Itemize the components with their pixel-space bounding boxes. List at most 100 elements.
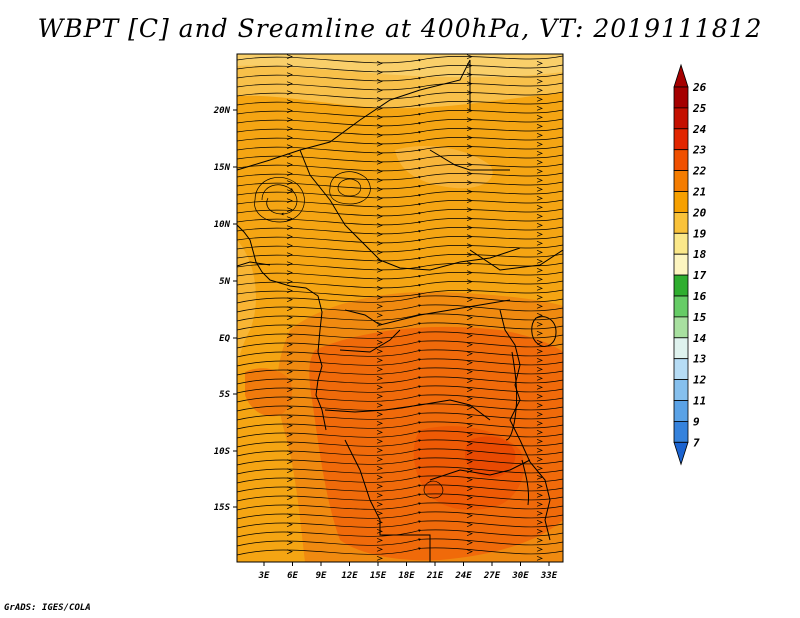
streamline: [237, 331, 563, 340]
lon-label: 15E: [370, 571, 387, 581]
streamline-arrow: [286, 486, 293, 491]
streamline-arrow: [536, 115, 543, 120]
streamline-arrow: [536, 358, 543, 363]
streamline-arrow: [536, 268, 543, 273]
streamline: [237, 421, 563, 430]
streamline-arrow: [376, 151, 383, 156]
streamline-arrow: [536, 142, 543, 147]
colorbar-label: 22: [692, 165, 707, 178]
streamline-arrow: [286, 504, 293, 509]
streamline: [237, 547, 563, 556]
streamline-arrow: [286, 72, 293, 77]
streamline-arrow: [376, 538, 383, 543]
colorbar: 26 25 24 23 22 21 20 19 18 17 16 15 14 13 12 11 9 7: [673, 63, 707, 466]
streamline-arrow: [536, 160, 543, 165]
streamline-arrow: [466, 189, 473, 194]
streamline-arrow: [376, 448, 383, 453]
colorbar-segment: [673, 295, 689, 318]
streamline-arrow: [466, 162, 473, 167]
longitude-axis: 3E 6E 9E 12E 15E 18E 21E 24E 27E 30E 33E: [258, 562, 558, 581]
colorbar-label: 20: [692, 206, 707, 219]
streamline: [237, 448, 563, 457]
streamline-arrow: [536, 556, 543, 561]
border-1: [237, 59, 471, 171]
streamline-arrow: [376, 142, 383, 147]
streamline-arrow: [286, 171, 293, 176]
country-borders: [237, 59, 563, 562]
streamline-arrow: [286, 324, 293, 329]
colorbar-segment: [673, 170, 689, 192]
lake-malawi: [521, 459, 529, 506]
streamline-arrow: [536, 232, 543, 237]
colorbar-label: 15: [693, 311, 707, 324]
streamline-arrow: [376, 214, 383, 219]
streamline-arrow: [376, 412, 383, 417]
streamline-arrow: [466, 279, 473, 284]
streamline-arrow: [536, 250, 543, 255]
streamline-arrow: [286, 180, 293, 185]
streamline: [237, 376, 563, 385]
colorbar-label: 24: [692, 123, 707, 136]
streamline-arrow: [536, 169, 543, 174]
lon-label: 27E: [483, 571, 501, 581]
streamline-arrow: [536, 430, 543, 435]
streamline-arrow: [536, 223, 543, 228]
streamline: [237, 493, 563, 502]
streamline: [237, 172, 563, 181]
streamline-arrow: [376, 277, 383, 282]
streamline-arrow: [536, 484, 543, 489]
streamline-arrow: [536, 277, 543, 282]
streamline-arrow: [286, 126, 293, 131]
streamline-arrow: [536, 151, 543, 156]
streamline-arrow: [466, 54, 473, 59]
streamline-arrow: [536, 259, 543, 264]
streamline-arrow: [466, 270, 473, 275]
streamline-arrow: [286, 252, 293, 257]
band-24-east: [465, 436, 516, 478]
streamline-arrow: [376, 97, 383, 102]
streamline-arrow: [376, 421, 383, 426]
streamline-arrow: [466, 378, 473, 383]
streamline-arrow: [376, 331, 383, 336]
streamline-arrow: [466, 522, 473, 527]
streamline: [237, 529, 563, 538]
streamline-arrow: [466, 153, 473, 158]
streamline-arrow: [466, 135, 473, 140]
streamline-arrow: [286, 540, 293, 545]
streamline-arrow: [286, 108, 293, 113]
streamline: [237, 262, 563, 271]
streamline-arrow: [536, 385, 543, 390]
streamline-arrow: [466, 531, 473, 536]
streamline: [237, 322, 563, 331]
streamline-arrow: [536, 412, 543, 417]
lake-tanganyika: [505, 351, 518, 441]
streamline-arrow: [466, 513, 473, 518]
streamline-vortex-north-2: [329, 171, 371, 205]
streamline: [237, 385, 563, 394]
streamline: [237, 430, 563, 439]
streamline-arrow: [286, 117, 293, 122]
lon-label: 18E: [398, 571, 415, 581]
streamline-arrow: [286, 342, 293, 347]
streamline-arrow: [466, 477, 473, 482]
streamline-arrow: [536, 538, 543, 543]
colorbar-segment: [673, 107, 689, 130]
streamline-arrow: [466, 207, 473, 212]
streamline-arrow: [376, 268, 383, 273]
streamline-arrow: [286, 288, 293, 293]
streamline-arrow: [376, 187, 383, 192]
streamline-arrow: [466, 180, 473, 185]
lat-label: EQ: [219, 334, 230, 344]
streamline-arrow: [536, 286, 543, 291]
streamline: [237, 313, 563, 322]
streamline-vortex-west-2: [254, 176, 305, 223]
streamline-arrow: [536, 133, 543, 138]
streamline-arrow: [466, 81, 473, 86]
colorbar-segment: [673, 400, 689, 422]
streamline-arrow: [466, 405, 473, 410]
lat-label: 5N: [219, 277, 230, 287]
border-5: [339, 329, 401, 353]
border-6: [324, 399, 491, 421]
streamline-arrow: [466, 360, 473, 365]
streamline-arrow: [286, 54, 293, 59]
